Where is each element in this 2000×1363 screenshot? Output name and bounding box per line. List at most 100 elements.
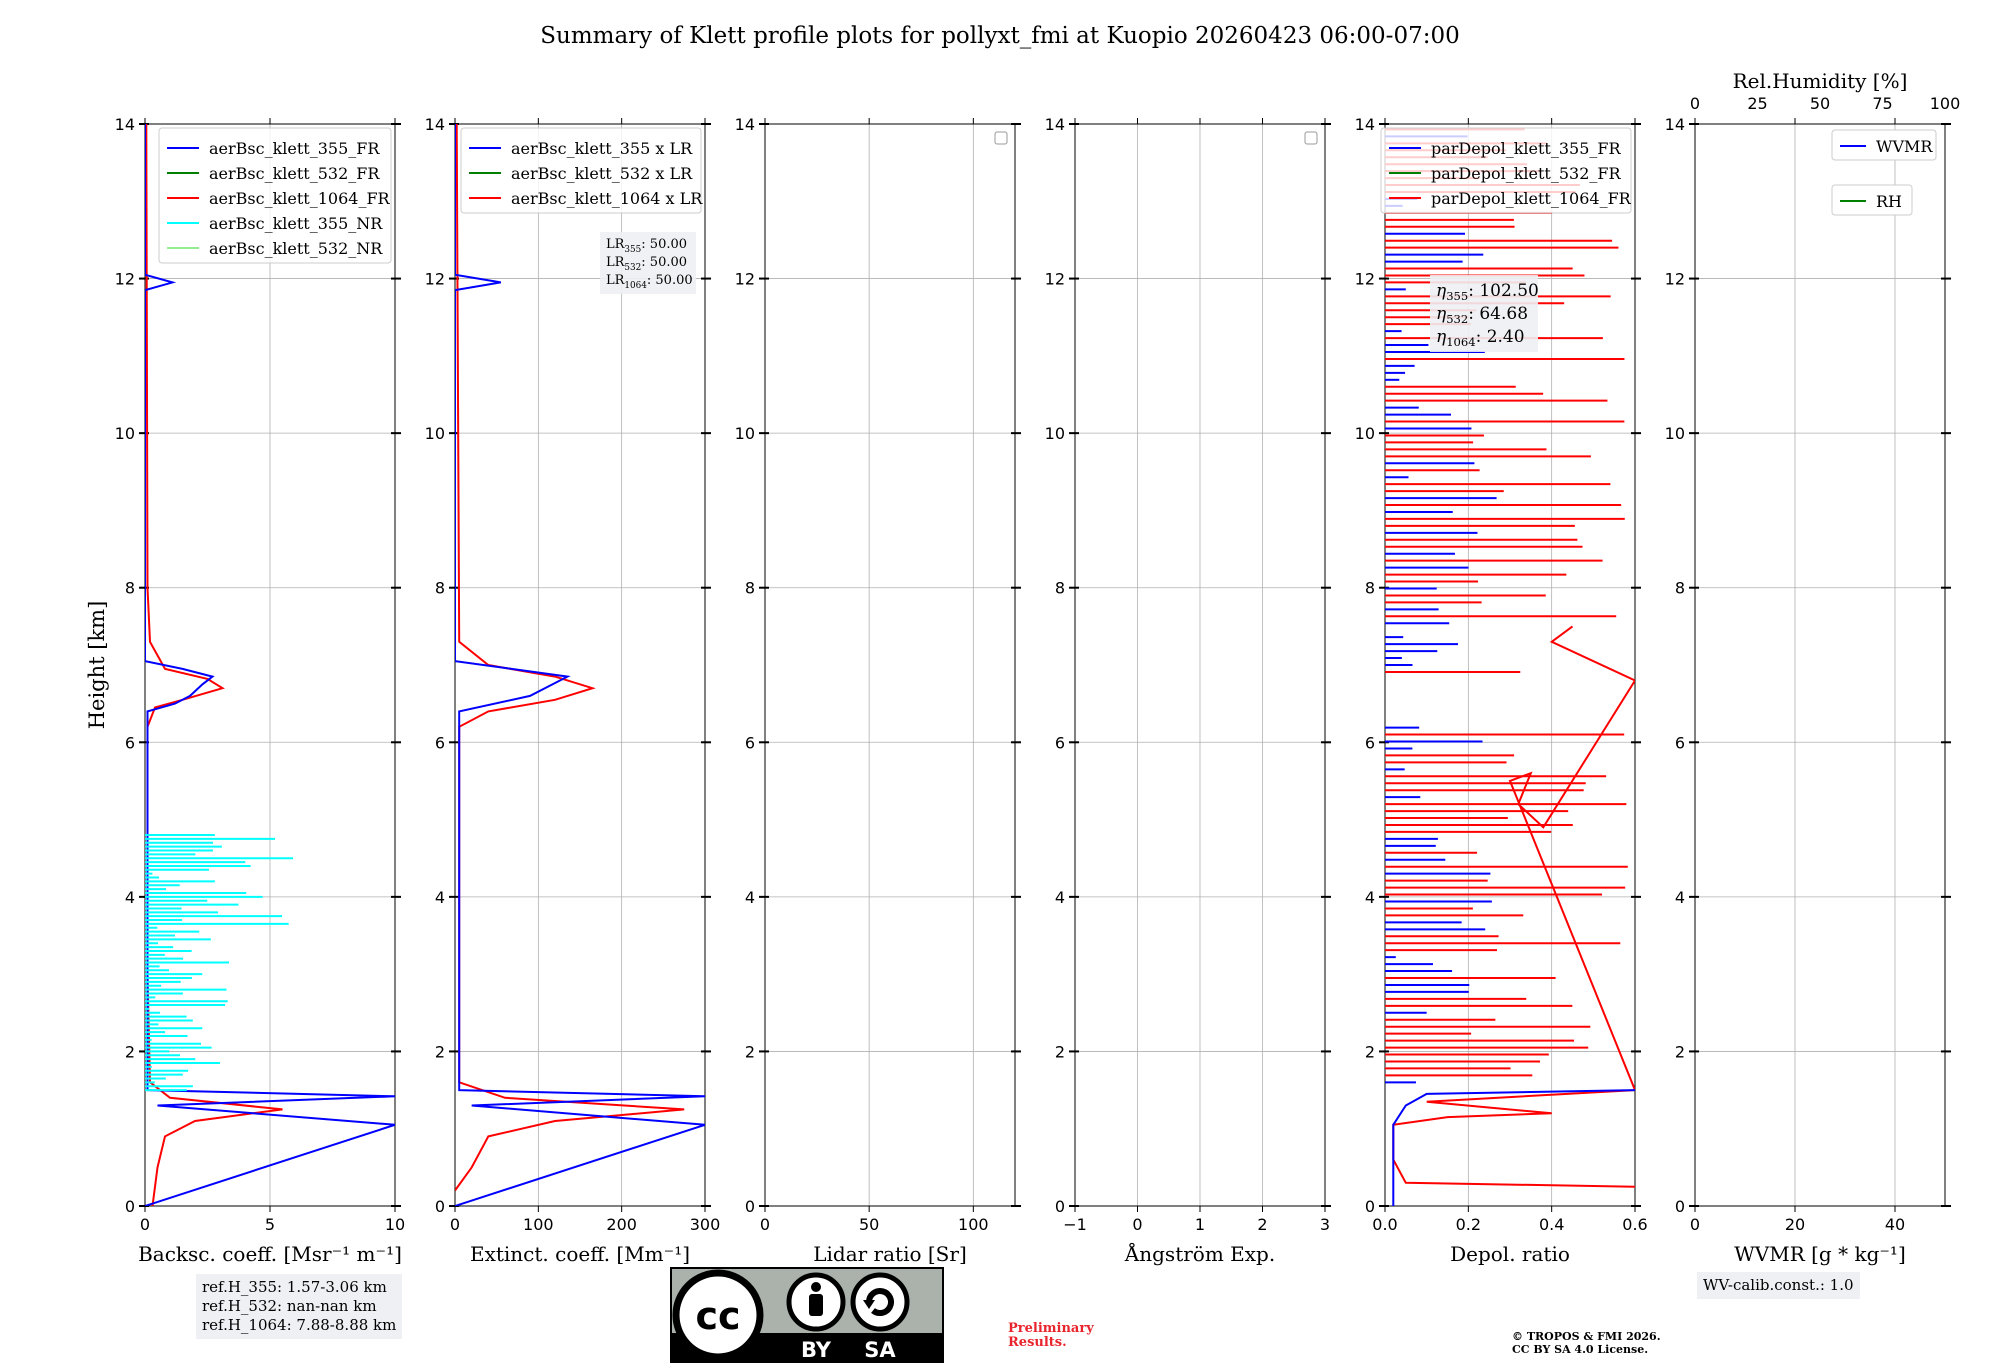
series-group [455, 124, 705, 1206]
x-axis-label: WVMR [g * kg⁻¹] [1734, 1242, 1906, 1266]
x-tick-label: 0 [450, 1215, 460, 1234]
y-tick-label: 4 [1365, 888, 1375, 907]
top-axis-label: Rel.Humidity [%] [1733, 69, 1908, 93]
y-tick-label: 12 [735, 270, 755, 289]
eta-value: η1064: 2.40 [1436, 327, 1525, 349]
preliminary-results-note: Preliminary Results. [1008, 1322, 1094, 1350]
y-tick-label: 8 [125, 579, 135, 598]
y-tick-label: 0 [745, 1197, 755, 1216]
cc-license-badge: cc BY SA [670, 1267, 944, 1363]
y-tick-label: 10 [1665, 424, 1685, 443]
y-tick-label: 8 [435, 579, 445, 598]
legend-label: parDepol_klett_355_FR [1431, 139, 1622, 158]
x-tick-label: 50 [859, 1215, 879, 1234]
x-tick-label: 300 [690, 1215, 721, 1234]
y-tick-label: 12 [1045, 270, 1065, 289]
x-tick-label: 0 [1690, 1215, 1700, 1234]
y-tick-label: 10 [735, 424, 755, 443]
lidar-ratio-value: LR1064: 50.00 [606, 273, 693, 291]
y-tick-label: 4 [1055, 888, 1065, 907]
y-tick-label: 8 [1365, 579, 1375, 598]
y-tick-label: 2 [745, 1042, 755, 1061]
preliminary-line-1: Preliminary [1008, 1321, 1094, 1336]
series-aerBsc_klett_355_FR [145, 124, 395, 1206]
legend-label: aerBsc_klett_532_FR [209, 164, 380, 183]
x-tick-label: 0.0 [1372, 1215, 1397, 1234]
y-tick-label: 10 [1355, 424, 1375, 443]
legend-label-wvmr: WVMR [1876, 137, 1933, 156]
series-group [145, 124, 395, 1206]
y-tick-label: 0 [1055, 1197, 1065, 1216]
legend-label: parDepol_klett_1064_FR [1431, 189, 1632, 208]
x-tick-label: 5 [265, 1215, 275, 1234]
plot-frame [1694, 123, 1946, 1207]
y-tick-label: 8 [745, 579, 755, 598]
series-parDepol_klett_1064_FR [1392, 625, 1635, 1188]
panel-dep: 0 2 4 6 8 10 12 14 0.0 0.2 0.4 0.6 Depol. ratio parDe… [1355, 115, 1648, 1266]
copyright-note: © TROPOS & FMI 2026. CC BY SA 4.0 Licens… [1512, 1330, 1661, 1356]
y-tick-label: 2 [1055, 1042, 1065, 1061]
y-tick-label: 4 [435, 888, 445, 907]
y-axis-label: Height [km] [85, 601, 109, 730]
preliminary-line-2: Results. [1008, 1335, 1067, 1350]
top-tick-label: 25 [1747, 94, 1767, 113]
figure-title: Summary of Klett profile plots for polly… [540, 23, 1459, 49]
top-tick-label: 50 [1810, 94, 1830, 113]
lidar-ratio-box [600, 232, 696, 294]
y-tick-label: 12 [1665, 270, 1685, 289]
x-tick-label: 0 [140, 1215, 150, 1234]
x-tick-label: 10 [385, 1215, 405, 1234]
panel-bsc: 0 2 4 6 8 10 12 14 0 5 10 Backsc. coeff. [Msr⁻¹ m⁻¹… [115, 115, 406, 1266]
x-tick-label: 0 [1132, 1215, 1142, 1234]
y-tick-label: 6 [125, 733, 135, 752]
empty-legend-box [994, 131, 1008, 145]
y-tick-label: 14 [1045, 115, 1065, 134]
refh-1064: ref.H_1064: 7.88-8.88 km [202, 1316, 397, 1334]
y-tick-label: 2 [435, 1042, 445, 1061]
y-tick-label: 6 [745, 733, 755, 752]
y-tick-label: 0 [1675, 1197, 1685, 1216]
legend-label: aerBsc_klett_1064_FR [209, 189, 391, 208]
x-tick-label: −1 [1063, 1215, 1087, 1234]
x-axis-label: Lidar ratio [Sr] [813, 1242, 967, 1266]
panel-wv: 0 2 4 6 8 10 12 14 0 20 40 WVMR [g * kg⁻¹] 0 25 50 75 10… [1665, 69, 1961, 1266]
x-axis-label: Extinct. coeff. [Mm⁻¹] [470, 1242, 690, 1266]
y-tick-label: 6 [435, 733, 445, 752]
empty-legend-box [1304, 131, 1318, 145]
legend-box [1831, 184, 1913, 216]
sa-label: SA [864, 1338, 896, 1362]
eta-value: η532: 64.68 [1436, 304, 1528, 326]
y-tick-label: 6 [1675, 733, 1685, 752]
x-tick-label: 0.4 [1539, 1215, 1564, 1234]
x-tick-label: 0.6 [1622, 1215, 1647, 1234]
y-tick-label: 8 [1675, 579, 1685, 598]
x-tick-label: 2 [1257, 1215, 1267, 1234]
lidar-ratio-value: LR532: 50.00 [606, 255, 687, 273]
y-tick-label: 10 [425, 424, 445, 443]
top-tick-label: 0 [1690, 94, 1700, 113]
y-tick-label: 14 [735, 115, 755, 134]
y-tick-label: 14 [115, 115, 135, 134]
y-tick-label: 0 [435, 1197, 445, 1216]
y-tick-label: 10 [115, 424, 135, 443]
copyright-line-1: © TROPOS & FMI 2026. [1512, 1330, 1661, 1343]
legend-label-rh: RH [1876, 192, 1902, 211]
y-tick-label: 6 [1365, 733, 1375, 752]
legend-box [158, 127, 392, 264]
x-tick-label: 40 [1885, 1215, 1905, 1234]
y-tick-label: 4 [125, 888, 135, 907]
refh-532: ref.H_532: nan-nan km [202, 1297, 377, 1315]
y-tick-label: 12 [425, 270, 445, 289]
y-tick-label: 14 [1355, 115, 1375, 134]
legend-label: aerBsc_klett_355_NR [209, 214, 383, 233]
series-aerBsc_klett_355_NR [145, 834, 294, 1092]
y-tick-label: 14 [1665, 115, 1685, 134]
legend-label: aerBsc_klett_1064 x LR [511, 189, 703, 208]
series-parDepol_klett_355_FR [1392, 1089, 1635, 1206]
wv-calib-const: WV-calib.const.: 1.0 [1703, 1276, 1854, 1294]
eta-box [1430, 275, 1538, 352]
svg-text:cc: cc [695, 1294, 740, 1338]
